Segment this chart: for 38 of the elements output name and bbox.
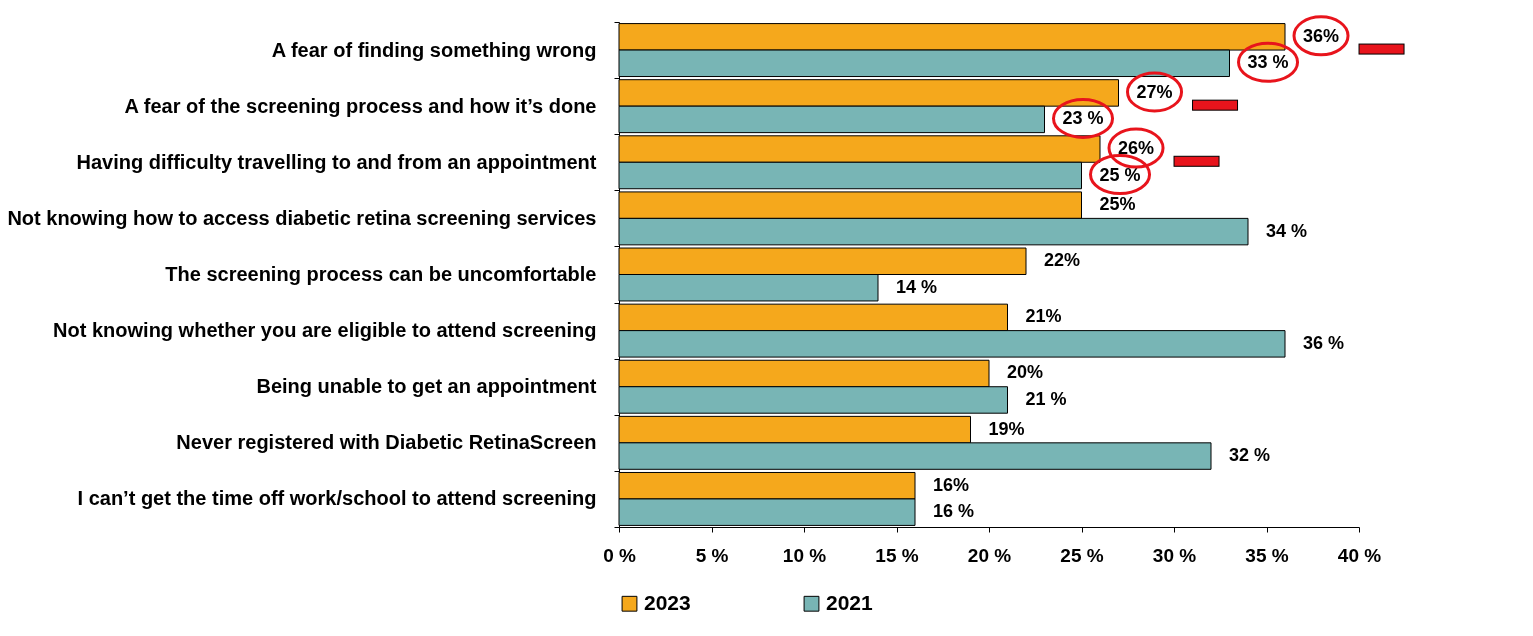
data-label: 36% — [1303, 25, 1340, 46]
data-label: 32 % — [1229, 445, 1271, 466]
y-tick-label: I can’t get the time off work/school to attend screening — [77, 487, 597, 510]
y-tick-label: Having difficulty travelling to and from an appointment — [76, 150, 597, 173]
data-label: 19% — [988, 418, 1025, 439]
x-tick-label: 0 % — [603, 544, 636, 566]
x-tick-label: 30 % — [1152, 544, 1197, 566]
x-tick-label: 35 % — [1245, 544, 1289, 566]
data-label: 25 % — [1099, 164, 1141, 185]
data-label: 22% — [1044, 250, 1081, 271]
data-label: 20% — [1007, 362, 1044, 383]
data-label: 34 % — [1266, 220, 1308, 241]
y-tick-label: A fear of finding something wrong — [271, 38, 597, 61]
data-label: 26% — [1118, 138, 1155, 159]
y-tick-label: Not knowing whether you are eligible to attend screening — [53, 319, 597, 342]
y-tick-label: Not knowing how to access diabetic retina screening services — [7, 206, 597, 229]
data-label: 14 % — [896, 276, 938, 297]
y-tick-label: A fear of the screening process and how it’s done — [124, 94, 597, 117]
x-tick-label: 5 % — [695, 544, 729, 566]
x-tick-label: 15 % — [875, 544, 919, 566]
x-tick-label: 20 % — [967, 544, 1012, 566]
data-label: 33 % — [1247, 52, 1289, 73]
x-tick-label: 25 % — [1060, 544, 1104, 566]
data-label: 16 % — [933, 501, 975, 522]
legend-label: 2023 — [644, 590, 691, 614]
data-label: 36 % — [1303, 332, 1345, 353]
y-tick-label: Being unable to get an appointment — [256, 375, 597, 398]
y-tick-label: Never registered with Diabetic RetinaScreen — [176, 431, 597, 454]
data-label: 25% — [1099, 194, 1136, 215]
x-tick-label: 40 % — [1337, 544, 1382, 566]
data-label: 23 % — [1062, 108, 1104, 129]
y-tick-label: The screening process can be uncomfortable — [165, 263, 597, 285]
data-label: 21 % — [1025, 388, 1067, 409]
data-label: 27% — [1136, 81, 1173, 102]
data-label: 16% — [933, 474, 970, 495]
x-tick-label: 10 % — [782, 544, 827, 566]
legend-label: 2021 — [826, 590, 874, 614]
data-label: 21% — [1025, 306, 1062, 327]
